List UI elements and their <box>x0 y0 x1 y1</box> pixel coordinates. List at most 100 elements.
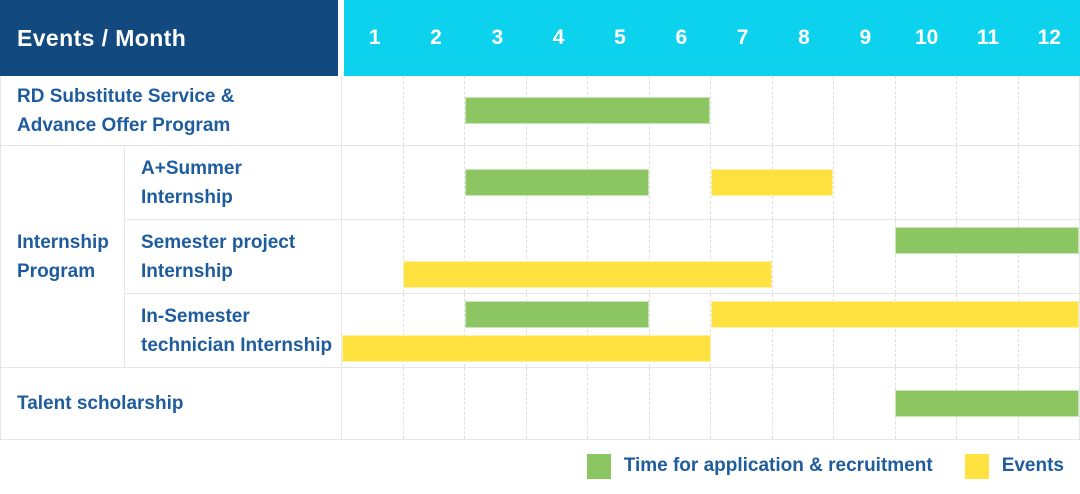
month-header-cell: 1 <box>344 0 405 76</box>
event-bar <box>710 301 1079 328</box>
corner-header-label: Events / Month <box>17 24 187 51</box>
month-grid-cell <box>525 220 588 293</box>
month-number: 3 <box>491 26 504 49</box>
month-grid-cell <box>1017 146 1080 219</box>
month-number: 4 <box>552 26 565 49</box>
month-grid-cell <box>771 76 834 145</box>
legend: Time for application & recruitment Events <box>0 440 1080 492</box>
row-label-line: RD Substitute Service & <box>17 85 235 107</box>
application-bar <box>464 97 711 124</box>
month-number: 2 <box>430 26 442 49</box>
month-grid-cell <box>894 76 957 145</box>
legend-item-yellow: Events <box>964 453 1064 479</box>
table-body: RD Substitute Service & Advance Offer Pro… <box>0 76 1080 440</box>
month-header-cell: 10 <box>896 0 957 76</box>
month-grid-cell <box>771 294 834 367</box>
month-grid-cell <box>464 220 526 293</box>
month-number: 8 <box>798 26 810 49</box>
month-grid-cell <box>833 220 895 293</box>
table-header: Events / Month 1 2 3 4 5 6 7 8 9 10 11 12 <box>0 0 1080 76</box>
month-grid-cell <box>464 76 526 145</box>
month-grid-cell <box>525 294 588 367</box>
month-grid-cell <box>710 76 772 145</box>
month-grid-cell <box>648 220 711 293</box>
month-grid-cell <box>464 146 526 219</box>
month-number: 5 <box>614 26 626 49</box>
month-number: 1 <box>368 26 381 49</box>
row-label-line: Semester project <box>141 231 296 253</box>
month-header-cell: 8 <box>773 0 834 76</box>
month-grid-cell <box>710 220 772 293</box>
month-header-cell: 5 <box>589 0 650 76</box>
month-grid-cell <box>956 76 1018 145</box>
row-label-talent-scholarship: Talent scholarship <box>1 368 341 440</box>
row-label-line: In-Semester <box>141 305 250 327</box>
month-header-cell: 3 <box>467 0 528 76</box>
legend-yellow-swatch-icon <box>964 453 989 479</box>
row-label-line: Advance Offer Program <box>17 114 231 136</box>
month-grid-cell <box>587 368 649 439</box>
month-grid-cell <box>464 368 526 439</box>
application-bar <box>464 301 650 328</box>
legend-green-swatch-icon <box>586 453 611 479</box>
row-label-rd-substitute: RD Substitute Service & Advance Offer Pro… <box>1 76 341 146</box>
month-grid-cell <box>402 220 465 293</box>
application-bar <box>464 169 650 196</box>
legend-label: Events <box>1001 455 1064 476</box>
row-label-line: Internship <box>17 231 109 253</box>
row-label-line: technician Internship <box>141 334 333 356</box>
month-number: 12 <box>1037 26 1061 49</box>
gantt-row <box>342 146 1079 220</box>
month-grid-cell <box>648 368 711 439</box>
row-label-line: A+Summer <box>141 157 242 179</box>
gantt-row <box>342 76 1079 146</box>
month-grid-cell <box>464 294 526 367</box>
month-header-row: 1 2 3 4 5 6 7 8 9 10 11 12 <box>344 0 1080 76</box>
row-label-line: Internship <box>141 186 233 208</box>
gantt-row <box>342 220 1079 294</box>
month-grid-cell <box>894 294 957 367</box>
month-grid-cell <box>956 220 1018 293</box>
row-label-column: RD Substitute Service & Advance Offer Pro… <box>1 76 341 440</box>
month-header-cell: 7 <box>712 0 773 76</box>
month-grid-cell <box>710 146 772 219</box>
month-grid-cell <box>894 220 957 293</box>
month-grid-cell <box>771 220 834 293</box>
row-label-line: Program <box>17 260 96 282</box>
month-header-cell: 11 <box>957 0 1018 76</box>
month-grid-cell <box>648 294 711 367</box>
month-grid-cell <box>1017 76 1080 145</box>
legend-label: Time for application & recruitment <box>623 455 933 476</box>
month-grid-cell <box>587 294 649 367</box>
month-header-cell: 4 <box>528 0 589 76</box>
row-label-semester-project-internship: Semester project Internship <box>125 220 341 294</box>
legend-item-green: Time for application & recruitment <box>586 453 933 479</box>
month-number: 7 <box>736 26 749 49</box>
month-grid-cell <box>894 146 957 219</box>
month-grid-cell <box>956 146 1018 219</box>
month-header-cell: 9 <box>835 0 896 76</box>
month-grid-cell <box>833 76 895 145</box>
month-grid-cell <box>710 294 772 367</box>
month-grid-cell <box>1017 220 1080 293</box>
event-bar <box>403 261 772 288</box>
application-bar <box>894 227 1079 254</box>
gantt-chart-area <box>341 76 1079 440</box>
month-grid-cell <box>402 294 465 367</box>
month-grid-cell <box>833 368 895 439</box>
month-grid-cell <box>342 146 403 219</box>
month-header-cell: 12 <box>1019 0 1080 76</box>
month-grid-cell <box>525 368 588 439</box>
month-number: 9 <box>859 26 872 49</box>
month-number: 11 <box>976 26 1000 49</box>
month-header-cell: 2 <box>405 0 466 76</box>
month-grid-cell <box>833 294 895 367</box>
gantt-row <box>342 368 1079 440</box>
event-bar <box>710 169 834 196</box>
event-bar <box>342 335 711 362</box>
month-grid-cell <box>833 146 895 219</box>
month-grid-cell <box>710 368 772 439</box>
month-grid-cell <box>648 146 711 219</box>
month-header-cell: 6 <box>651 0 712 76</box>
